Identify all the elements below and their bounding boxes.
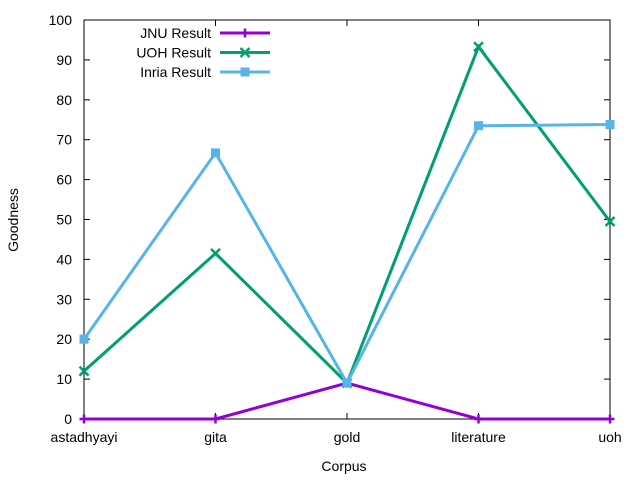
axes-layer: 0 10 20 30 40 50 60 70 80 90 100 astadhyayi gita gold… (49, 12, 622, 445)
legend-label: UOH Result (136, 45, 211, 61)
data-point (604, 216, 616, 227)
legend-label: JNU Result (140, 25, 211, 41)
y-tick-label: 30 (56, 291, 72, 307)
data-point (474, 121, 483, 131)
x-tick-label: astadhyayi (51, 429, 118, 445)
data-point (605, 120, 615, 130)
x-tick-label: literature (451, 429, 506, 445)
y-tick-label: 10 (56, 371, 72, 387)
legend-item: UOH Result (136, 45, 270, 61)
data-point (211, 414, 220, 424)
y-tick-label: 70 (56, 132, 72, 148)
legend-marker (240, 67, 250, 77)
series-layer (78, 41, 616, 424)
series-inria-result (79, 120, 615, 388)
x-axis-title: Corpus (321, 458, 366, 474)
y-tick-label: 40 (56, 251, 72, 267)
data-point (79, 334, 89, 344)
data-point (605, 414, 615, 424)
legend-marker (239, 47, 251, 58)
x-tick-label: gita (204, 429, 227, 445)
marker-stroke (210, 248, 221, 259)
marker-stroke (604, 216, 616, 227)
series-uoh-result (78, 41, 616, 389)
data-point (473, 41, 484, 53)
marker-stroke (78, 365, 90, 377)
data-point (342, 378, 352, 388)
legend-label: Inria Result (140, 64, 211, 80)
y-tick-label: 50 (56, 212, 72, 228)
data-point (78, 365, 90, 377)
y-tick-label: 20 (56, 331, 72, 347)
marker-stroke (473, 41, 484, 53)
data-point (210, 248, 221, 259)
x-tick-label: uoh (598, 429, 621, 445)
marker-stroke (239, 47, 251, 58)
legend-marker (240, 28, 250, 38)
data-point (211, 148, 220, 158)
series-line (82, 123, 611, 387)
y-axis-title: Goodness (5, 188, 21, 252)
legend-item: JNU Result (140, 25, 270, 41)
data-point (79, 414, 89, 424)
y-tick-label: 80 (56, 92, 72, 108)
series-line (82, 43, 612, 386)
x-tick-label: gold (334, 429, 360, 445)
y-tick-label: 100 (49, 12, 73, 28)
y-tick-label: 60 (56, 172, 72, 188)
legend-item: Inria Result (140, 64, 270, 80)
y-tick-label: 0 (64, 411, 72, 427)
legend: JNU Result UOH Result Inria Result (136, 25, 270, 80)
y-tick-label: 90 (56, 52, 72, 68)
data-point (474, 414, 483, 424)
